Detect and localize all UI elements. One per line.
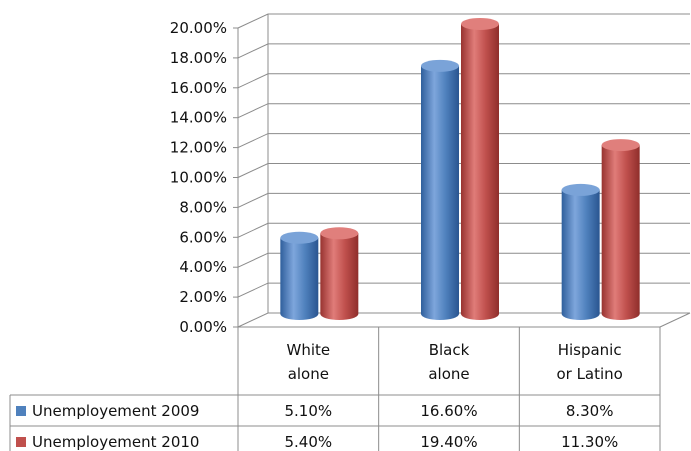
gridline: [237, 312, 690, 328]
category-label: White alone: [287, 341, 331, 383]
y-tick-label: 16.00%: [170, 79, 227, 97]
legend-label: Unemployement 2009: [32, 402, 199, 420]
data-label: 8.30%: [566, 402, 614, 420]
gridline: [237, 222, 690, 238]
y-tick-label: 12.00%: [170, 139, 227, 157]
bar-top: [320, 227, 359, 240]
bar-top: [421, 59, 459, 72]
gridline: [237, 43, 690, 59]
data-table: White alone Black alone Hispanic or Latino Une…: [9, 327, 661, 451]
data-label: 5.10%: [285, 402, 333, 420]
y-tick-label: 6.00%: [179, 228, 227, 246]
category-label: Black alone: [428, 341, 469, 383]
bar-top: [561, 183, 600, 196]
bar-top: [461, 17, 499, 30]
gridlines: [233, 13, 690, 328]
y-tick-label: 2.00%: [179, 288, 227, 306]
bar-body: [421, 65, 459, 320]
y-tick-label: 0.00%: [179, 318, 227, 336]
legend-swatch: [16, 406, 26, 416]
y-tick-label: 10.00%: [170, 169, 227, 187]
bar-top: [280, 231, 319, 244]
bar-top: [601, 139, 640, 152]
gridline: [237, 192, 690, 208]
data-label: 11.30%: [561, 433, 618, 451]
y-tick-label: 4.00%: [179, 258, 227, 276]
gridline: [237, 73, 690, 89]
bar-body: [461, 23, 499, 320]
y-tick-label: 8.00%: [179, 198, 227, 216]
legend-swatch: [16, 437, 26, 447]
data-label: 16.60%: [420, 402, 477, 420]
gridline: [237, 103, 690, 119]
bar-body: [280, 237, 319, 320]
y-tick-label: 20.00%: [170, 19, 227, 37]
y-tick-label: 14.00%: [170, 109, 227, 127]
y-tick-label: 18.00%: [170, 49, 227, 67]
gridline: [237, 133, 690, 149]
data-label: 5.40%: [285, 433, 333, 451]
bar-body: [320, 233, 359, 320]
bar-body: [561, 189, 600, 320]
y-axis-ticks: 0.00% 2.00% 4.00% 6.00% 8.00% 10.00% 12.00% 14.…: [170, 19, 227, 336]
legend-label: Unemployement 2010: [32, 433, 199, 451]
bar-body: [601, 145, 640, 320]
bars: [280, 17, 640, 320]
gridline: [237, 163, 690, 178]
floor-right-edge: [659, 312, 691, 328]
data-label: 19.40%: [420, 433, 477, 451]
gridline: [237, 282, 690, 298]
gridline: [237, 252, 690, 268]
category-label: Hispanic or Latino: [556, 341, 622, 383]
gridline: [237, 13, 690, 29]
